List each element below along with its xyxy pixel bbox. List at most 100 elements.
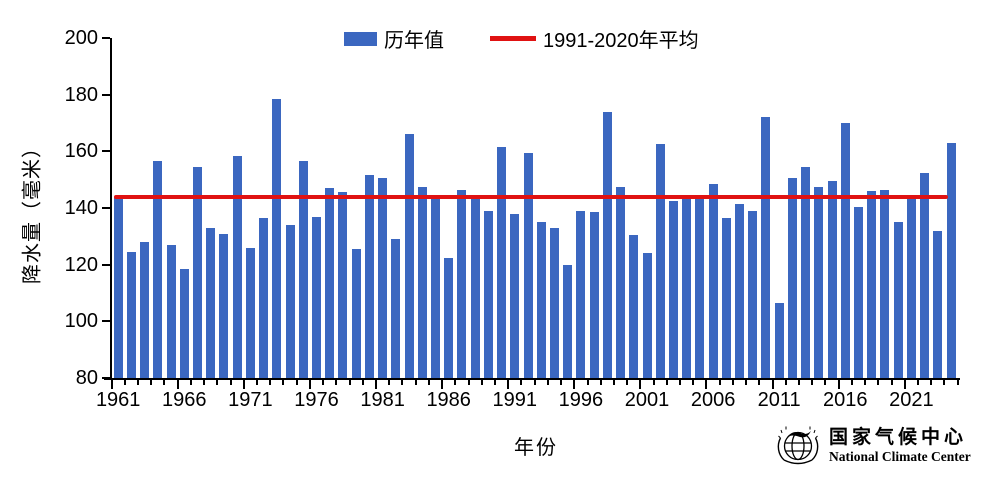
bar-2014 bbox=[814, 186, 824, 378]
bar-2004 bbox=[682, 195, 692, 378]
x-minor-tick bbox=[480, 380, 483, 385]
org-name-chinese: 国家气候中心 bbox=[829, 427, 968, 448]
x-minor-tick bbox=[163, 380, 166, 385]
x-minor-tick bbox=[546, 380, 549, 385]
bar-2021 bbox=[906, 195, 916, 378]
bar-1990 bbox=[497, 147, 507, 378]
x-minor-tick bbox=[679, 380, 682, 385]
x-minor-tick bbox=[665, 380, 668, 385]
x-minor-tick bbox=[203, 380, 206, 385]
bars-legend-swatch bbox=[344, 31, 377, 46]
x-minor-tick bbox=[493, 380, 496, 385]
y-tick-label: 160 bbox=[64, 140, 98, 163]
bar-2000 bbox=[629, 234, 639, 378]
x-axis-line bbox=[104, 378, 960, 380]
x-axis-title: 年份 bbox=[514, 437, 558, 459]
x-minor-tick bbox=[533, 380, 536, 385]
bar-1986 bbox=[444, 257, 454, 378]
bar-1961 bbox=[113, 196, 123, 378]
bar-2003 bbox=[668, 200, 678, 378]
x-minor-tick bbox=[322, 380, 325, 385]
org-name-english: National Climate Center bbox=[829, 449, 971, 464]
bar-1964 bbox=[153, 161, 163, 378]
bar-1972 bbox=[259, 217, 269, 378]
bar-1971 bbox=[245, 247, 255, 378]
bar-1981 bbox=[378, 178, 388, 378]
x-minor-tick bbox=[467, 380, 470, 385]
x-minor-tick bbox=[731, 380, 734, 385]
x-minor-tick bbox=[626, 380, 629, 385]
bar-2019 bbox=[880, 189, 890, 378]
x-tick-label: 1996 bbox=[558, 389, 604, 411]
x-minor-tick bbox=[877, 380, 880, 385]
bar-1997 bbox=[589, 212, 599, 378]
x-minor-tick bbox=[189, 380, 192, 385]
x-minor-tick bbox=[718, 380, 721, 385]
x-major-tick bbox=[837, 380, 840, 389]
x-major-tick bbox=[242, 380, 245, 389]
ncc-logo: 国家气候中心 National Climate Center bbox=[774, 423, 971, 469]
bar-1962 bbox=[126, 251, 136, 378]
bar-2005 bbox=[695, 198, 705, 378]
bar-1980 bbox=[364, 175, 374, 378]
bar-1992 bbox=[523, 152, 533, 378]
x-minor-tick bbox=[864, 380, 867, 385]
x-minor-tick bbox=[811, 380, 814, 385]
x-tick-label: 1981 bbox=[360, 389, 405, 411]
x-minor-tick bbox=[335, 380, 338, 385]
x-minor-tick bbox=[295, 380, 298, 385]
x-minor-tick bbox=[123, 380, 126, 385]
bar-1988 bbox=[470, 196, 480, 378]
mean-line-legend-label: 1991-2020年平均 bbox=[543, 30, 699, 52]
legend: 历年值 1991-2020年平均 bbox=[344, 24, 699, 53]
y-tick bbox=[102, 150, 110, 153]
y-tick bbox=[102, 93, 110, 96]
bar-1985 bbox=[430, 196, 440, 378]
x-tick-label: 1971 bbox=[228, 389, 273, 411]
mean-line bbox=[114, 194, 948, 199]
x-minor-tick bbox=[890, 380, 893, 385]
bar-2023 bbox=[933, 230, 943, 378]
x-minor-tick bbox=[586, 380, 589, 385]
x-minor-tick bbox=[692, 380, 695, 385]
bar-2024 bbox=[946, 142, 956, 378]
bar-1979 bbox=[351, 249, 361, 378]
bar-2012 bbox=[787, 178, 797, 378]
x-major-tick bbox=[903, 380, 906, 389]
x-major-tick bbox=[176, 380, 179, 389]
x-tick-label: 2011 bbox=[757, 389, 801, 411]
x-minor-tick bbox=[612, 380, 615, 385]
x-minor-tick bbox=[520, 380, 523, 385]
bar-2017 bbox=[854, 206, 864, 378]
x-minor-tick bbox=[150, 380, 153, 385]
bar-1993 bbox=[536, 222, 546, 378]
bar-2020 bbox=[893, 222, 903, 378]
x-tick-label: 2016 bbox=[823, 389, 868, 411]
bar-1989 bbox=[483, 210, 493, 378]
x-major-tick bbox=[110, 380, 113, 389]
y-tick-label: 200 bbox=[64, 27, 98, 49]
x-major-tick bbox=[441, 380, 444, 389]
mean-line-legend-swatch bbox=[490, 36, 536, 41]
x-major-tick bbox=[308, 380, 311, 389]
bar-1991 bbox=[510, 213, 520, 378]
y-tick bbox=[102, 207, 110, 209]
bar-1984 bbox=[417, 186, 427, 378]
x-minor-tick bbox=[850, 380, 853, 385]
y-tick bbox=[102, 37, 110, 39]
x-tick-label: 2021 bbox=[889, 389, 934, 411]
x-minor-tick bbox=[599, 380, 602, 385]
x-minor-tick bbox=[401, 380, 404, 385]
x-minor-tick bbox=[917, 380, 919, 385]
bar-2001 bbox=[642, 253, 652, 378]
bar-1974 bbox=[285, 225, 295, 378]
bar-1977 bbox=[325, 188, 335, 378]
x-minor-tick bbox=[137, 380, 140, 385]
bar-2006 bbox=[708, 183, 718, 378]
x-tick-label: 1976 bbox=[294, 389, 339, 411]
bar-2022 bbox=[920, 172, 930, 378]
bar-1996 bbox=[576, 210, 586, 378]
x-tick-label: 1961 bbox=[95, 389, 141, 411]
bird-shape bbox=[787, 431, 811, 438]
